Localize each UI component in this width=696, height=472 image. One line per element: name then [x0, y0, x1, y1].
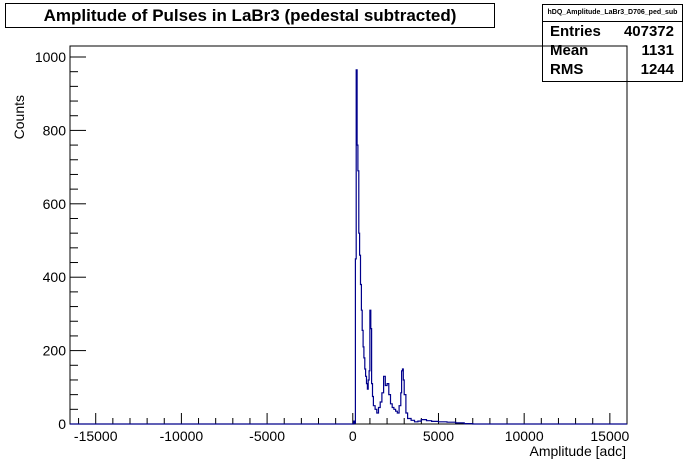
- x-tick-label: -10000: [160, 428, 204, 444]
- stats-mean-value: 1131: [641, 42, 674, 59]
- y-tick-label: 0: [58, 416, 66, 432]
- y-axis-label: Counts: [11, 95, 27, 139]
- y-tick-label: 400: [43, 269, 67, 285]
- y-tick-label: 600: [43, 196, 67, 212]
- x-axis-label: Amplitude [adc]: [530, 443, 627, 459]
- stats-rms-value: 1244: [640, 61, 674, 78]
- stats-entries-value: 407372: [623, 23, 674, 40]
- x-tick-label: 15000: [590, 428, 629, 444]
- stats-row-entries: Entries 407372: [543, 22, 682, 41]
- chart-title: Amplitude of Pulses in LaBr3 (pedestal s…: [5, 3, 495, 28]
- x-tick-label: -5000: [249, 428, 285, 444]
- x-tick-label: 5000: [423, 428, 454, 444]
- stats-histogram-name: hDQ_Amplitude_LaBr3_D706_ped_sub: [543, 5, 682, 22]
- histogram-series: [70, 69, 627, 425]
- y-tick-label: 800: [43, 122, 67, 138]
- y-tick-label: 200: [43, 343, 67, 359]
- plot-frame: [69, 45, 628, 425]
- stats-rms-label: RMS: [550, 61, 584, 78]
- stats-row-rms: RMS 1244: [543, 60, 682, 79]
- y-tick-label: 1000: [35, 49, 66, 65]
- x-tick-label: -15000: [74, 428, 118, 444]
- stats-entries-label: Entries: [550, 23, 601, 40]
- stats-box: hDQ_Amplitude_LaBr3_D706_ped_sub Entries…: [542, 4, 683, 82]
- x-tick-label: 0: [349, 428, 357, 444]
- x-tick-label: 10000: [505, 428, 544, 444]
